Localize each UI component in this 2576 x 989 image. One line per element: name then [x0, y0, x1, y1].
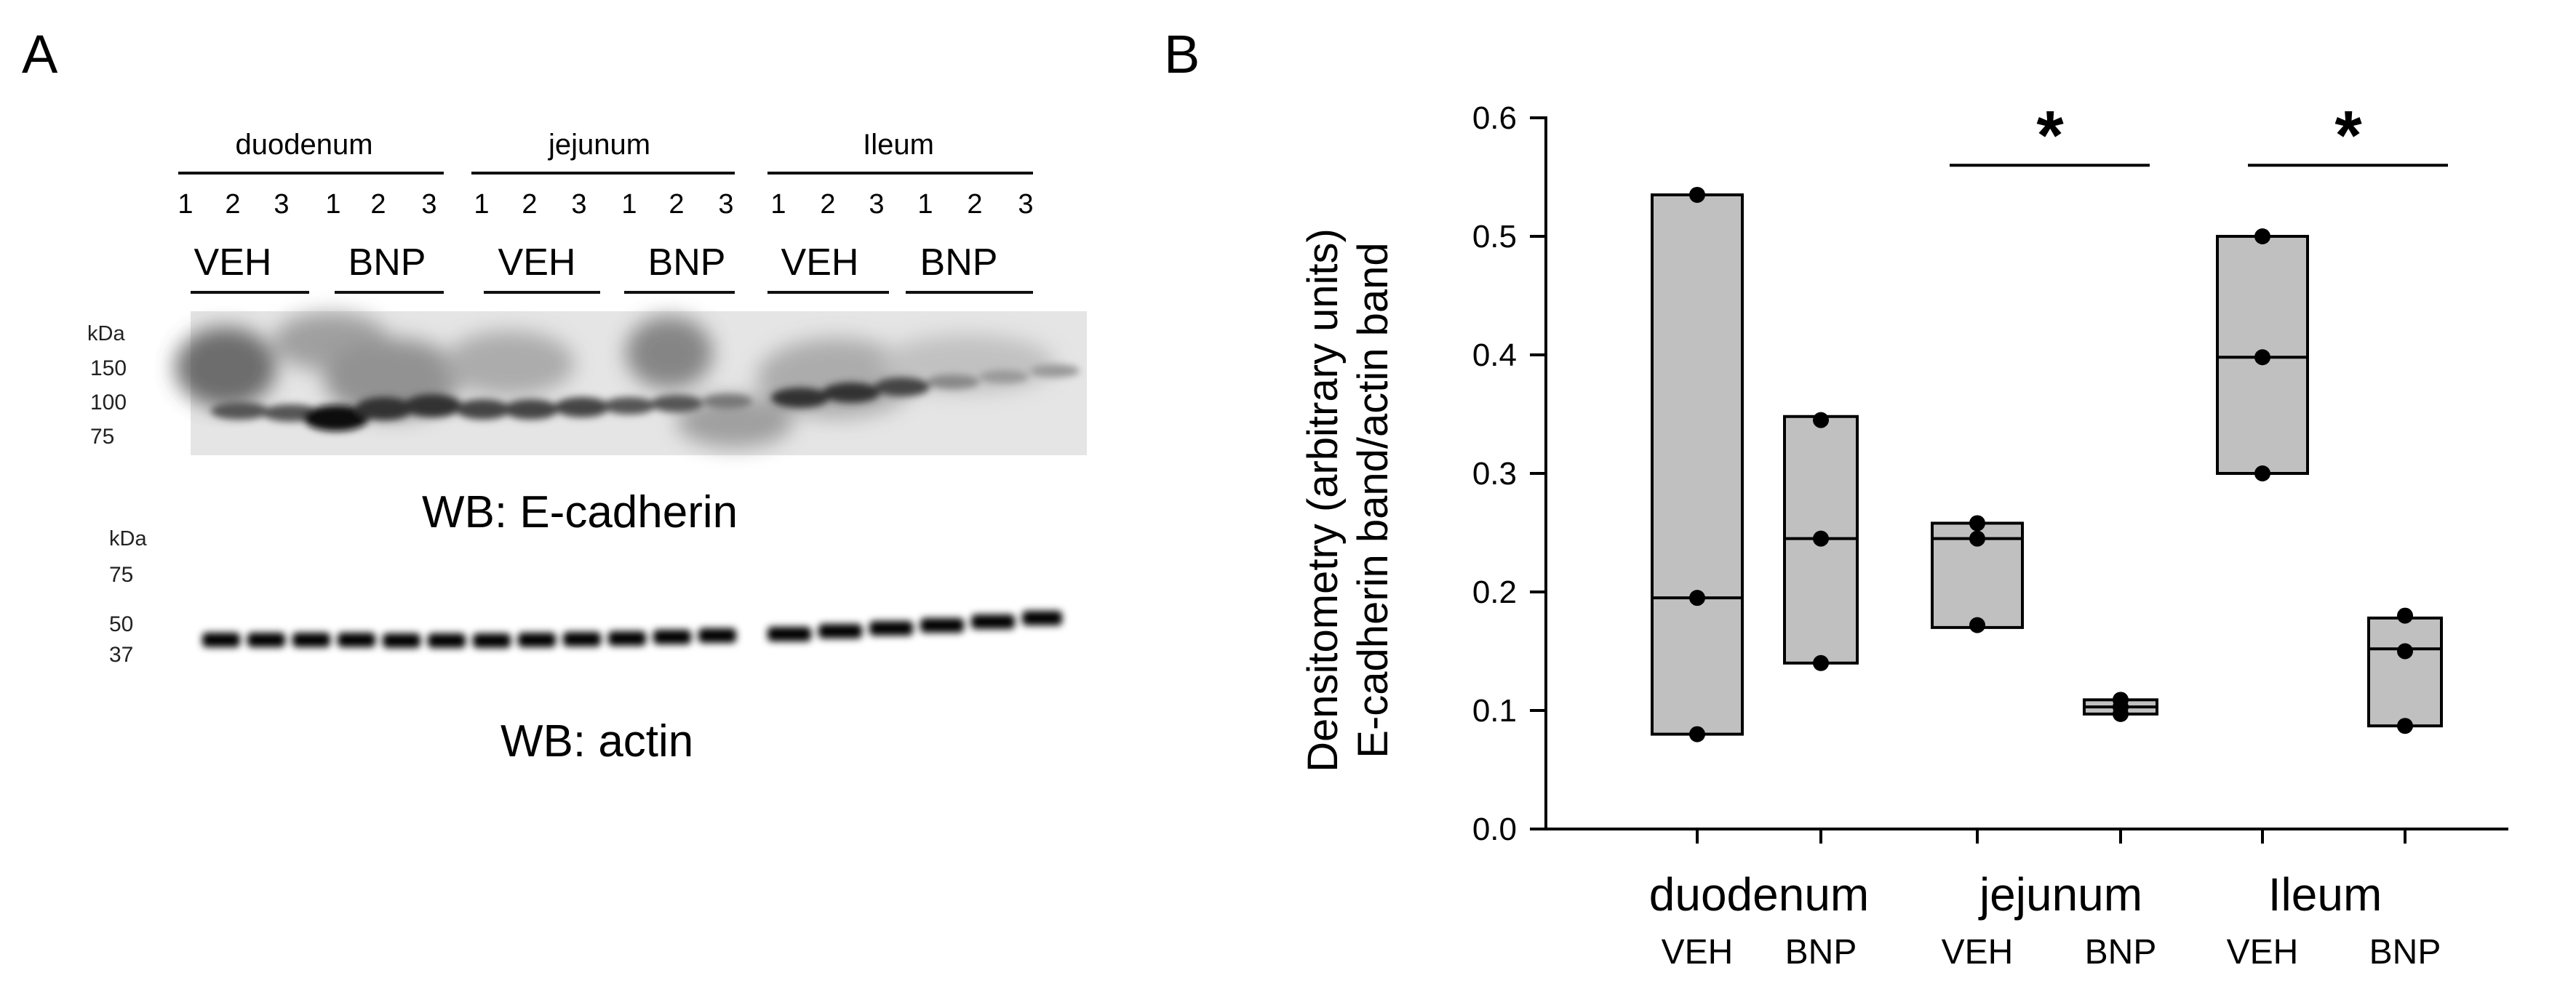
- lane-number: 2: [522, 189, 537, 220]
- y-axis-label-line1: Densitometry (arbitrary units): [1299, 228, 1347, 772]
- tissue-label-jejunum: jejunum: [548, 129, 650, 161]
- actin-caption: WB: actin: [501, 716, 693, 766]
- x-ticks: [1696, 829, 2406, 844]
- lane-number: 2: [820, 189, 835, 220]
- actin-bands: [202, 611, 1062, 648]
- treatment-label: VEH: [498, 241, 576, 284]
- lane-number: 2: [370, 189, 386, 220]
- significance-star: *: [2334, 97, 2362, 175]
- actin-marker: 50: [109, 612, 133, 636]
- box-plots: [1651, 186, 2443, 742]
- tissue-label-ileum: Ileum: [863, 129, 934, 161]
- data-point: [2397, 718, 2413, 734]
- actin-blot: kDa 75 50 37: [109, 527, 1062, 766]
- category-label: BNP: [1785, 933, 1857, 972]
- ecadherin-bands: [211, 364, 1080, 431]
- data-point: [1813, 412, 1829, 428]
- actin-marker: 37: [109, 643, 133, 667]
- category-label: VEH: [2227, 933, 2299, 972]
- data-point: [1689, 186, 1705, 203]
- ecadherin-marker: 75: [90, 425, 114, 449]
- panel-b: B Densitometry (arbitrary units) E-cadhe…: [1164, 24, 2508, 972]
- y-ticks: 0.0 0.1 0.2 0.3 0.4 0.5 0.6: [1472, 100, 1546, 847]
- category-label: VEH: [1662, 933, 1734, 972]
- lane-number: 3: [274, 189, 289, 220]
- y-tick-label: 0.1: [1472, 693, 1517, 729]
- lane-number: 3: [718, 189, 733, 220]
- category-label: BNP: [2369, 933, 2441, 972]
- lane-number: 1: [770, 189, 786, 220]
- lane-number: 2: [967, 189, 982, 220]
- category-labels: VEH BNP VEH BNP VEH BNP: [1662, 933, 2441, 972]
- data-point: [1969, 530, 1985, 547]
- category-label: BNP: [2085, 933, 2157, 972]
- data-point: [1689, 726, 1705, 742]
- treatment-label: VEH: [781, 241, 859, 284]
- y-tick-label: 0.0: [1472, 812, 1517, 847]
- treatment-labels: VEH BNP VEH BNP VEH BNP: [194, 241, 998, 284]
- data-point: [1813, 530, 1829, 547]
- ecadherin-smudges: [175, 313, 1055, 447]
- ecadherin-blot: kDa 150 100 75: [87, 311, 1087, 537]
- treatment-label: BNP: [348, 241, 426, 284]
- ecadherin-marker: 150: [90, 356, 127, 380]
- data-point: [2254, 465, 2270, 481]
- treatment-label: VEH: [194, 241, 272, 284]
- data-point: [2397, 643, 2413, 660]
- significance-markers: * *: [1950, 97, 2448, 175]
- data-point: [2254, 349, 2270, 366]
- box: [2367, 616, 2443, 728]
- y-tick-label: 0.2: [1472, 574, 1517, 610]
- lane-number: 2: [669, 189, 684, 220]
- y-tick-label: 0.5: [1472, 219, 1517, 255]
- data-point: [2397, 607, 2413, 624]
- panel-a: A duodenum jejunum Ileum 1 2 3 1 2 3 1 2…: [22, 24, 1087, 766]
- data-point: [2254, 228, 2270, 244]
- lane-number: 1: [917, 189, 933, 220]
- data-point: [1969, 617, 1985, 633]
- data-point: [1813, 654, 1829, 671]
- lane-number: 1: [621, 189, 637, 220]
- lane-number: 1: [178, 189, 193, 220]
- data-point: [1689, 590, 1705, 606]
- treatment-label: BNP: [648, 241, 726, 284]
- ecadherin-kda-header: kDa: [87, 322, 125, 345]
- ecadherin-caption: WB: E-cadherin: [422, 487, 738, 537]
- panel-a-label: A: [22, 24, 58, 84]
- tissue-label-duodenum: duodenum: [235, 129, 372, 161]
- actin-kda-header: kDa: [109, 527, 147, 550]
- y-axis-label-line2: E-cadherin band/actin band: [1349, 242, 1397, 758]
- group-label-ileum: Ileum: [2268, 868, 2382, 921]
- group-label-duodenum: duodenum: [1649, 868, 1869, 921]
- lane-number: 3: [421, 189, 436, 220]
- y-tick-label: 0.6: [1472, 100, 1517, 136]
- lane-number: 3: [1018, 189, 1033, 220]
- lane-numbers: 1 2 3 1 2 3 1 2 3 1 2 3 1 2 3 1 2 3: [178, 189, 1033, 220]
- data-point: [2113, 692, 2129, 708]
- y-tick-label: 0.3: [1472, 456, 1517, 492]
- box: [1651, 193, 1744, 736]
- lane-number: 3: [869, 189, 884, 220]
- lane-number: 1: [474, 189, 489, 220]
- treatment-label: BNP: [920, 241, 998, 284]
- group-label-jejunum: jejunum: [1978, 868, 2142, 921]
- significance-star: *: [2036, 97, 2064, 175]
- actin-marker: 75: [109, 563, 133, 587]
- category-label: VEH: [1942, 933, 2014, 972]
- ecadherin-marker: 100: [90, 391, 127, 415]
- lane-number: 3: [571, 189, 586, 220]
- lane-number: 2: [225, 189, 240, 220]
- lane-number: 1: [325, 189, 340, 220]
- y-tick-label: 0.4: [1472, 337, 1517, 373]
- panel-b-label: B: [1164, 24, 1200, 84]
- data-point: [1969, 515, 1985, 532]
